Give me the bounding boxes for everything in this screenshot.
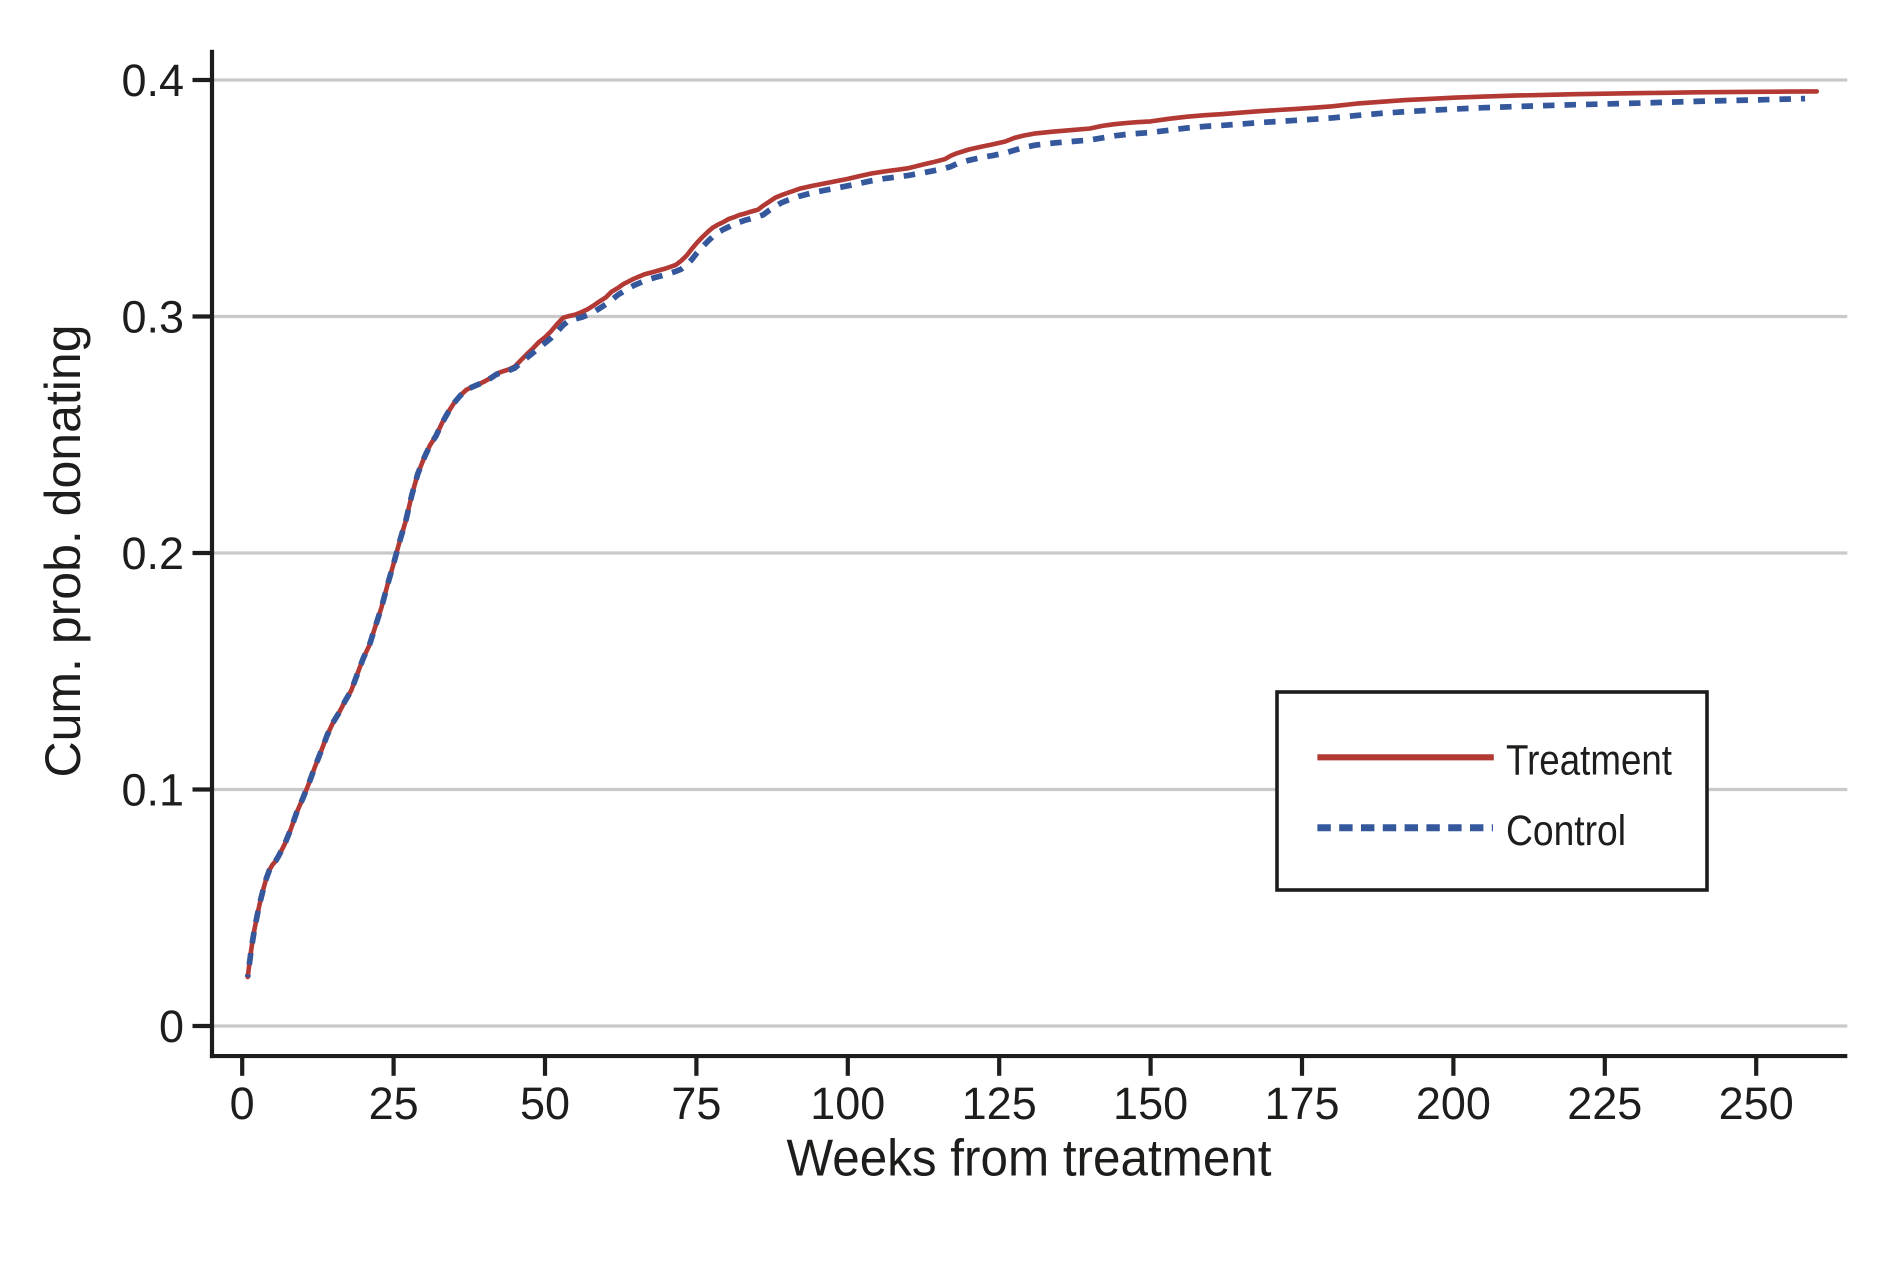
svg-text:0.2: 0.2 (121, 528, 184, 579)
svg-text:100: 100 (810, 1078, 885, 1129)
svg-text:Control: Control (1506, 808, 1626, 855)
svg-text:0.3: 0.3 (121, 292, 184, 343)
svg-text:50: 50 (520, 1078, 570, 1129)
svg-text:0: 0 (230, 1078, 255, 1129)
svg-text:150: 150 (1113, 1078, 1188, 1129)
svg-text:125: 125 (962, 1078, 1037, 1129)
svg-text:Weeks from treatment: Weeks from treatment (787, 1130, 1273, 1188)
svg-text:25: 25 (369, 1078, 419, 1129)
svg-text:Cum. prob. donating: Cum. prob. donating (35, 324, 91, 777)
svg-text:200: 200 (1416, 1078, 1491, 1129)
svg-text:0.4: 0.4 (121, 55, 184, 106)
svg-text:0: 0 (159, 1001, 184, 1052)
svg-text:0.1: 0.1 (121, 765, 184, 816)
svg-text:175: 175 (1264, 1078, 1339, 1129)
svg-text:75: 75 (671, 1078, 721, 1129)
svg-text:225: 225 (1567, 1078, 1642, 1129)
svg-text:250: 250 (1719, 1078, 1794, 1129)
svg-text:Treatment: Treatment (1506, 738, 1672, 785)
